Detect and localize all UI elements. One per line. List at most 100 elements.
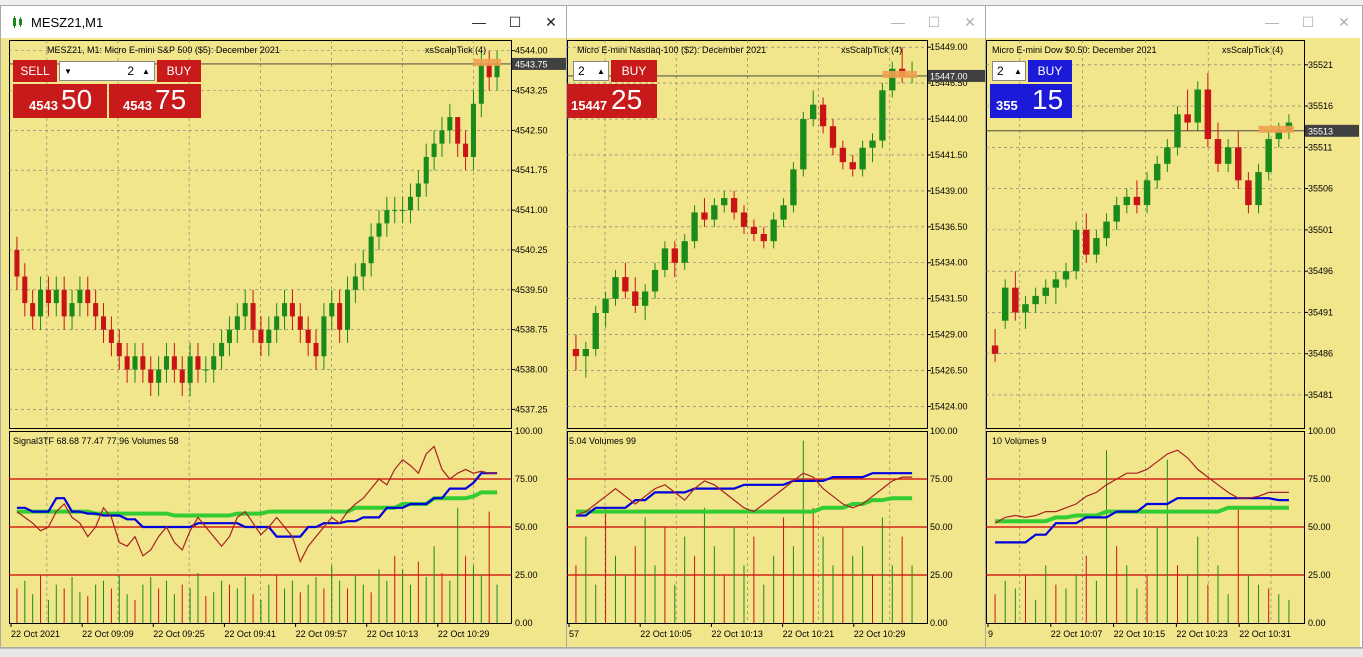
- lot-size-input[interactable]: 2 ▲: [573, 61, 609, 81]
- increase-lot-icon[interactable]: ▲: [597, 66, 605, 76]
- close-button[interactable]: ✕: [964, 13, 976, 30]
- indicator-series-brown: [994, 449, 1289, 524]
- sub-window-label: 5.04 Volumes 99: [569, 436, 637, 446]
- candle-body: [1194, 89, 1201, 123]
- decrease-lot-icon[interactable]: ▼: [64, 66, 72, 76]
- indicator-name: xsScalpTick (4): [425, 45, 487, 55]
- candle-body: [415, 183, 421, 197]
- buy-button[interactable]: BUY: [611, 60, 657, 82]
- candle-body: [859, 147, 866, 170]
- candle-body: [582, 348, 589, 357]
- sub-axis-label: 0.00: [515, 618, 533, 628]
- minimize-button[interactable]: —: [1265, 14, 1279, 30]
- buy-price[interactable]: 4543 75: [109, 84, 201, 118]
- lot-value: 2: [578, 64, 585, 78]
- maximize-button[interactable]: ☐: [508, 13, 522, 30]
- candle-body: [77, 289, 83, 304]
- candle-body: [360, 263, 366, 277]
- lot-value: 2: [997, 64, 1004, 78]
- time-tick-label: 22 Oct 09:25: [153, 629, 205, 639]
- lot-size-input[interactable]: ▼ 2 ▲: [59, 61, 155, 81]
- time-tick-label: 22 Oct 10:13: [711, 629, 763, 639]
- close-button[interactable]: ✕: [545, 13, 557, 30]
- sub-axis-label: 100.00: [930, 426, 958, 436]
- candle-body: [1083, 229, 1090, 255]
- candle-body: [572, 348, 580, 357]
- candle-body: [1113, 205, 1120, 222]
- candle-body: [368, 236, 374, 264]
- chart-area[interactable]: 4544.00 4543.25 4542.50 4541.75 4541.00 4540.…: [1, 38, 567, 647]
- chart-svg: 15449.00 15446.50 15444.00 15441.50 15439.00…: [567, 40, 985, 639]
- buy-price[interactable]: 355 15: [990, 84, 1072, 118]
- candle-body: [376, 223, 382, 237]
- candle-body: [1042, 287, 1049, 296]
- window-titlebar[interactable]: MESZ21,M1 — ☐ ✕: [1, 6, 569, 38]
- increase-lot-icon[interactable]: ▲: [142, 66, 150, 76]
- candle-body: [274, 316, 280, 330]
- candle-body: [494, 63, 500, 78]
- chart-window-mes[interactable]: MESZ21,M1 — ☐ ✕ 4544.00 4543.25 4542.50 454…: [0, 5, 570, 648]
- candle-body: [53, 289, 59, 304]
- sell-button[interactable]: SELL: [13, 60, 57, 82]
- candle-body: [116, 342, 122, 357]
- price-tick-label: 4540.25: [515, 245, 548, 255]
- increase-lot-icon[interactable]: ▲: [1014, 66, 1022, 76]
- time-tick-label: 22 Oct 09:41: [224, 629, 276, 639]
- sub-window-label: Signal3TF 68.68 77.47 77.96 Volumes 58: [13, 436, 179, 446]
- sub-axis-label: 75.00: [1308, 474, 1331, 484]
- buy-price-small: 15447: [571, 98, 608, 113]
- price-tick-label: 35491: [1308, 307, 1333, 317]
- window-titlebar[interactable]: — ☐ ✕: [986, 6, 1362, 38]
- candle-body: [132, 356, 138, 370]
- candle-body: [69, 303, 75, 317]
- candle-body: [632, 291, 639, 306]
- candle-body: [219, 342, 225, 357]
- maximize-button[interactable]: ☐: [1301, 13, 1315, 30]
- maximize-button[interactable]: ☐: [927, 13, 941, 30]
- candle-body: [1062, 271, 1070, 280]
- price-tick-label: 35516: [1308, 101, 1333, 111]
- candle-body: [612, 277, 619, 299]
- buy-button[interactable]: BUY: [157, 60, 201, 82]
- candle-body: [1204, 89, 1212, 140]
- candle-body: [108, 329, 114, 343]
- candle-body: [1184, 114, 1191, 123]
- buy-price[interactable]: 15447 25: [567, 84, 657, 118]
- chart-area[interactable]: 15449.00 15446.50 15444.00 15441.50 15439.00…: [567, 38, 986, 647]
- lot-size-input[interactable]: 2 ▲: [992, 61, 1026, 81]
- minimize-button[interactable]: —: [891, 14, 905, 30]
- candle-body: [1032, 295, 1039, 305]
- candle-body: [991, 345, 999, 354]
- candle-body: [730, 198, 738, 213]
- candle-body: [85, 289, 91, 304]
- chart-window-dow[interactable]: — ☐ ✕ 35521 35516 35511 35506 35501 35496 3549…: [985, 5, 1363, 648]
- current-price-tag: [1305, 124, 1359, 137]
- indicator-series-blue: [16, 472, 498, 538]
- indicator-series-green: [575, 496, 913, 514]
- tab-bar: [0, 648, 1363, 657]
- close-button[interactable]: ✕: [1338, 13, 1350, 30]
- minimize-button[interactable]: —: [472, 14, 486, 30]
- candle-body: [352, 276, 358, 290]
- window-titlebar[interactable]: — ☐ ✕: [567, 6, 988, 38]
- order-zone-marker: [473, 58, 501, 66]
- candle-body: [407, 196, 414, 211]
- candle-body: [242, 303, 248, 317]
- time-tick-label: 9: [988, 629, 993, 639]
- sub-axis-label: 100.00: [1308, 426, 1336, 436]
- candle-body: [384, 210, 390, 224]
- chart-window-nasdaq[interactable]: — ☐ ✕ 15449.00 15446.50 15444.00 15441.50 15…: [566, 5, 989, 648]
- sub-axis-label: 0.00: [1308, 618, 1326, 628]
- candlestick-icon: [11, 15, 25, 29]
- candle-body: [329, 303, 335, 317]
- chart-area[interactable]: 35521 35516 35511 35506 35501 35496 35491 35486…: [986, 38, 1360, 647]
- window-title: MESZ21,M1: [31, 14, 104, 30]
- candle-body: [740, 212, 748, 227]
- time-tick-label: 22 Oct 10:07: [1051, 629, 1103, 639]
- candle-body: [250, 303, 256, 330]
- sell-price[interactable]: 4543 50: [13, 84, 107, 118]
- candle-body: [447, 117, 453, 131]
- buy-button[interactable]: BUY: [1028, 60, 1072, 82]
- candle-body: [1245, 180, 1252, 206]
- price-tick-label: 15446.50: [930, 78, 968, 88]
